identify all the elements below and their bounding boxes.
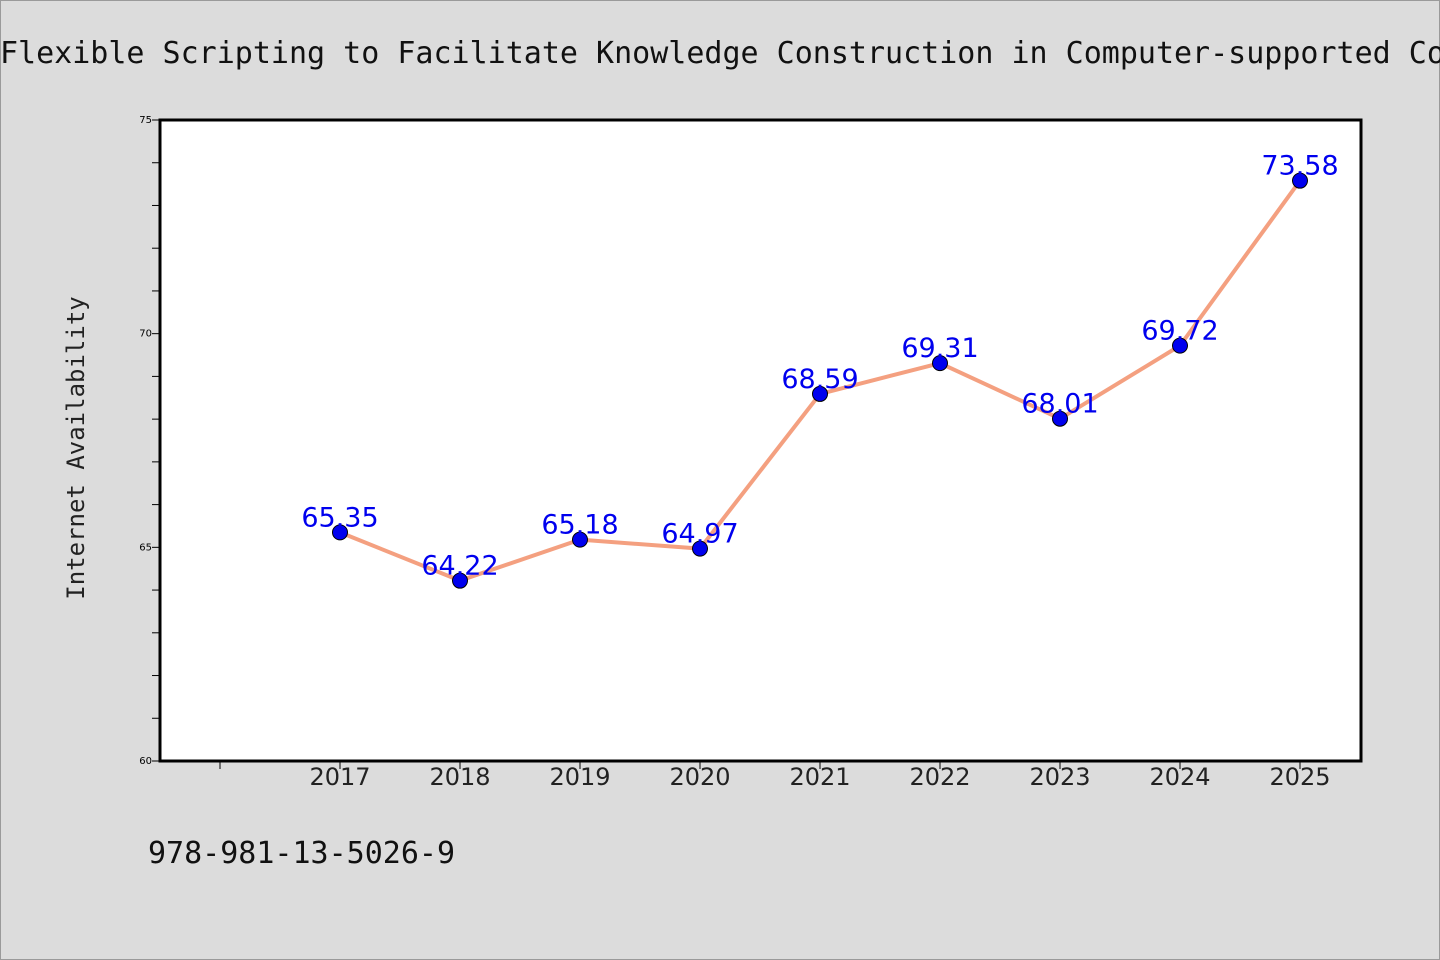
- y-tick-label: 65: [139, 542, 152, 553]
- data-point: [932, 355, 948, 372]
- x-tick-label: 2019: [549, 763, 610, 791]
- data-label: 65.18: [541, 510, 618, 541]
- data-point: [1052, 410, 1068, 427]
- isbn-text: 978-981-13-5026-9: [148, 836, 456, 871]
- data-label: 64.22: [421, 551, 498, 582]
- x-tick-label: 2020: [669, 763, 730, 791]
- data-point: [692, 540, 708, 557]
- x-tick-label: 2024: [1149, 763, 1210, 791]
- data-label: 68.59: [781, 364, 858, 395]
- y-tick-label: 70: [139, 329, 152, 340]
- data-point: [332, 524, 348, 541]
- x-tick-label: 2018: [429, 763, 490, 791]
- data-point: [812, 385, 828, 402]
- x-tick-label: 2017: [309, 763, 370, 791]
- x-tick-label: 2022: [909, 763, 970, 791]
- data-label: 65.35: [301, 502, 378, 533]
- data-label: 69.72: [1141, 316, 1218, 347]
- data-label: 73.58: [1261, 151, 1338, 182]
- data-label: 68.01: [1021, 389, 1098, 420]
- data-point: [1172, 337, 1188, 354]
- data-label: 64.97: [661, 519, 738, 550]
- x-tick-label: 2023: [1029, 763, 1090, 791]
- data-point: [452, 572, 468, 589]
- plot-area: 60 65 70 75 2017 2018 2019 2020 2021 2022 2023 2024…: [139, 115, 1363, 791]
- data-point: [572, 531, 588, 548]
- y-tick-label: 75: [139, 115, 152, 126]
- data-label: 69.31: [901, 333, 978, 364]
- y-tick-label: 60: [139, 756, 152, 767]
- data-point: [1292, 172, 1308, 189]
- plot-frame: [158, 118, 1363, 763]
- y-axis-label: Internet Availability: [62, 296, 90, 599]
- chart-title: Flexible Scripting to Facilitate Knowled…: [0, 36, 1440, 71]
- x-tick-label: 2021: [789, 763, 850, 791]
- x-tick-label: 2025: [1269, 763, 1330, 791]
